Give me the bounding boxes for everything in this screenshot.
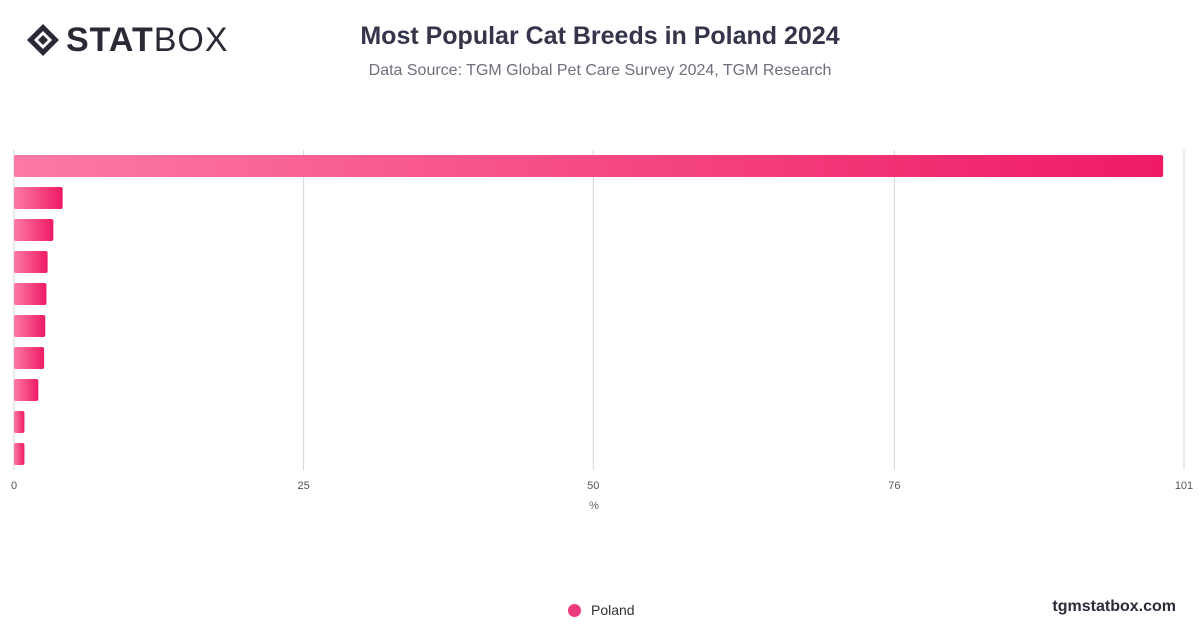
x-tick-label: 101 [1175, 480, 1193, 492]
legend-marker [568, 603, 581, 617]
bar-1[interactable] [14, 155, 1164, 177]
bar-5[interactable] [14, 283, 47, 305]
chart-subtitle: Data Source: TGM Global Pet Care Survey … [368, 62, 832, 79]
logo-text-light: BOX [153, 21, 229, 59]
x-tick-label: 25 [297, 480, 309, 492]
statbox-logo: STATBOX [26, 20, 229, 60]
bar-2[interactable] [14, 187, 63, 209]
bar-4[interactable] [14, 251, 48, 273]
bar-7[interactable] [14, 347, 45, 369]
bar-8[interactable] [14, 379, 39, 401]
legend-label: Poland [591, 602, 635, 618]
x-tick-label: 0 [11, 480, 17, 492]
grid-layer [13, 150, 1185, 470]
bar-6[interactable] [14, 315, 46, 337]
x-tick-label: 76 [888, 480, 900, 492]
x-tick-label: 50 [587, 480, 599, 492]
bar-10[interactable] [14, 443, 25, 465]
legend[interactable]: Poland [568, 602, 635, 618]
bar-9[interactable] [14, 411, 25, 433]
bar-layer [14, 155, 1164, 465]
chart-title: Most Popular Cat Breeds in Poland 2024 [360, 22, 840, 50]
logo-text-bold: STAT [66, 21, 154, 59]
diamond-logo-icon [27, 24, 59, 56]
tick-layer: 0 25 50 76 101 [11, 480, 1193, 492]
bar-3[interactable] [14, 219, 54, 241]
x-axis-label: % [589, 500, 599, 512]
brand-url: tgmstatbox.com [1052, 598, 1176, 615]
